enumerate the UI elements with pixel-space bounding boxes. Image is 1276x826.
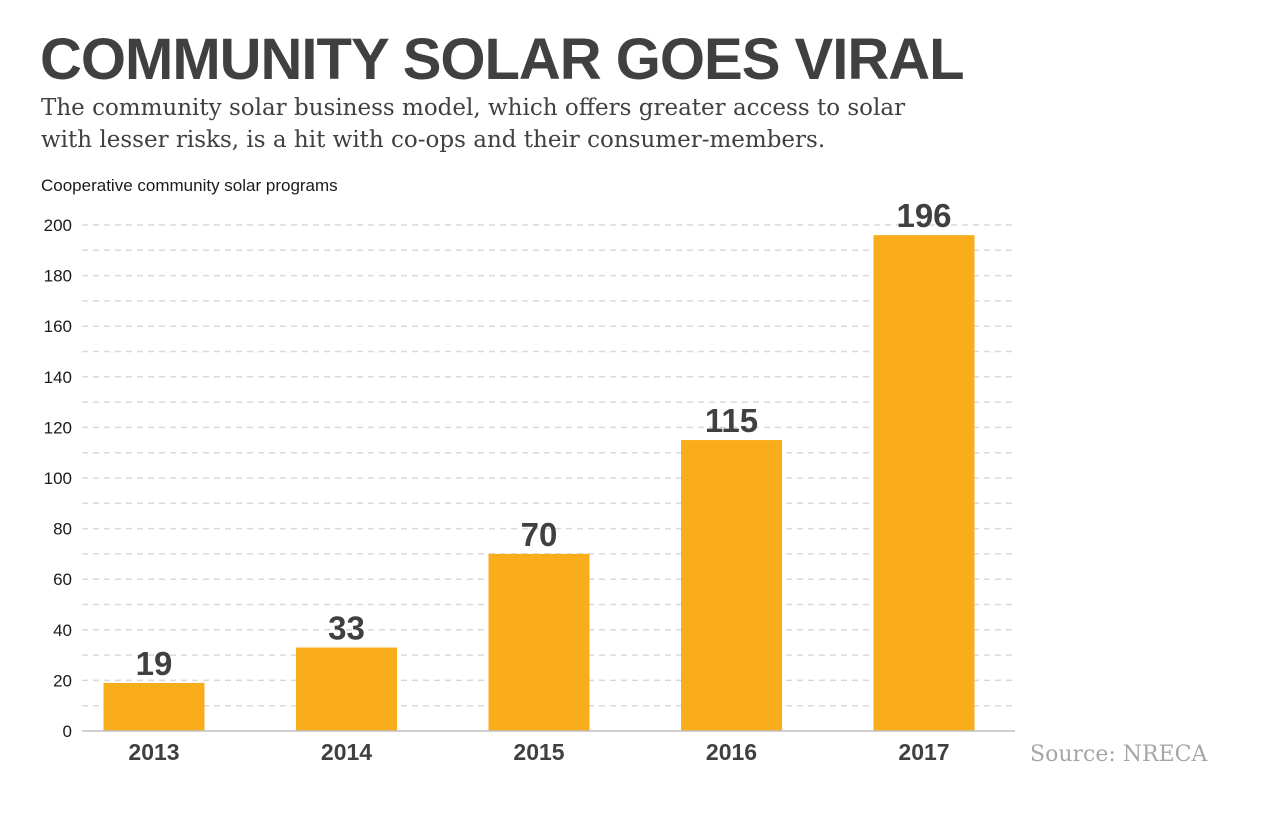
x-tick-label: 2014 [321, 739, 372, 765]
x-tick-label: 2013 [128, 739, 179, 765]
data-label: 115 [705, 402, 758, 439]
y-tick-label: 60 [53, 570, 72, 589]
x-tick-label: 2017 [898, 739, 949, 765]
source-note: Source: NRECA [1030, 742, 1208, 767]
y-tick-label: 120 [44, 418, 72, 437]
y-axis-label: Cooperative community solar programs [41, 176, 338, 195]
data-label: 70 [521, 516, 558, 553]
data-label: 19 [136, 645, 173, 682]
y-tick-label: 20 [53, 671, 72, 690]
data-label: 196 [896, 197, 951, 234]
bar-2017 [873, 235, 975, 731]
y-tick-label: 80 [53, 520, 72, 539]
bar-2014 [296, 647, 397, 731]
bar-2015 [488, 553, 590, 731]
y-tick-label: 180 [44, 267, 72, 286]
x-tick-label: 2016 [706, 739, 757, 765]
chart-title: COMMUNITY SOLAR GOES VIRAL [40, 27, 965, 92]
y-tick-label: 100 [44, 469, 72, 488]
y-tick-label: 140 [44, 368, 72, 387]
y-tick-label: 200 [44, 216, 72, 235]
y-tick-label: 40 [53, 621, 72, 640]
y-tick-label: 0 [63, 722, 72, 741]
data-label: 33 [328, 610, 365, 647]
x-tick-label: 2015 [513, 739, 564, 765]
chart-subtitle: The community solar business model, whic… [41, 95, 906, 153]
y-tick-label: 160 [44, 317, 72, 336]
bar-2016 [681, 440, 782, 731]
bar-2013 [103, 682, 205, 731]
